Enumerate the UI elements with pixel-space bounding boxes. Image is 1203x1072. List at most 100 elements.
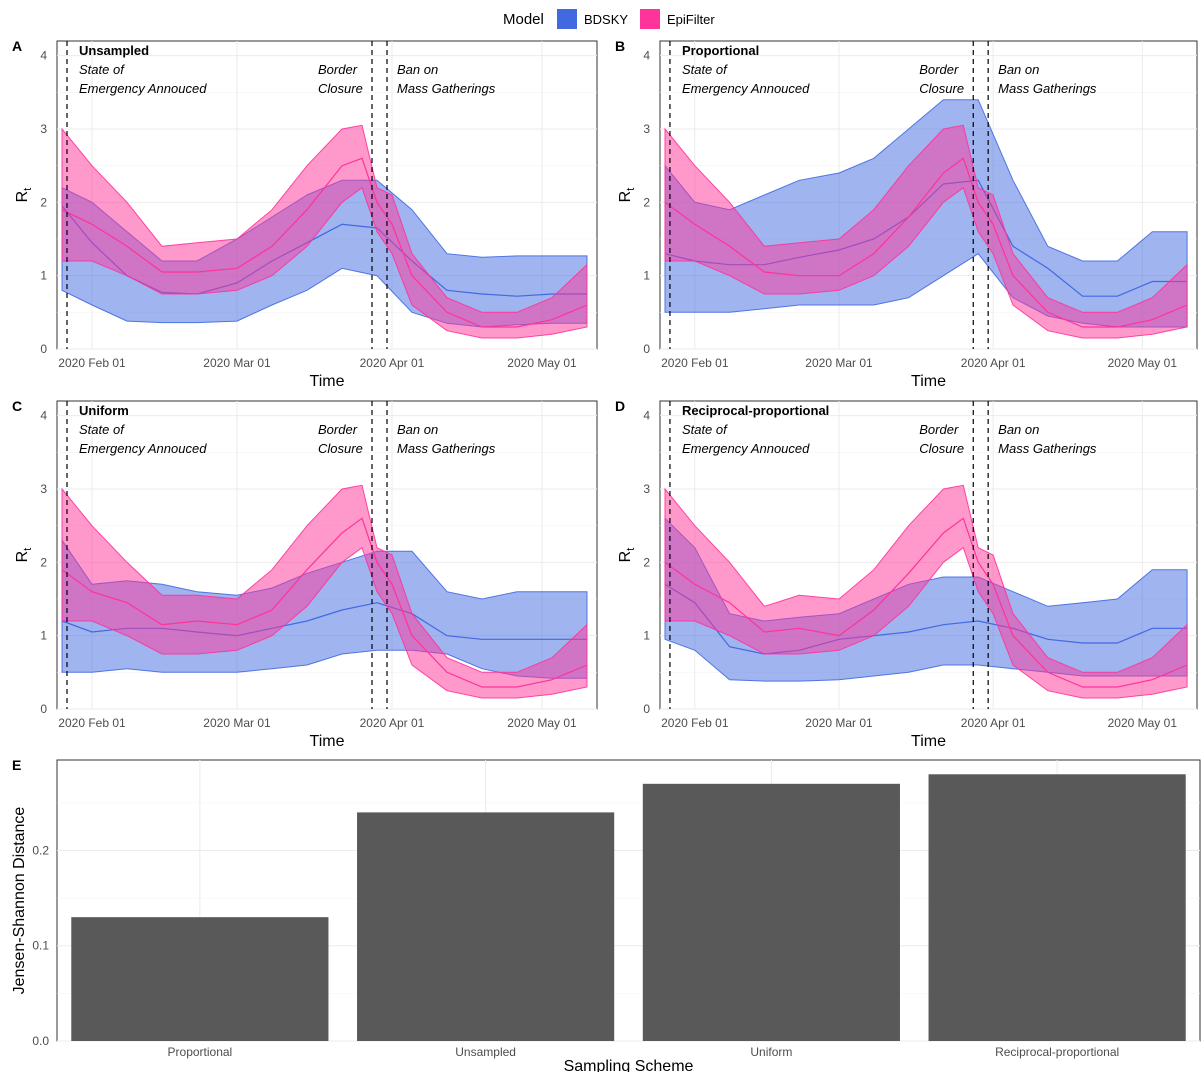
x-tick-label: 2020 Mar 01 <box>203 356 271 370</box>
y-tick-label: 0 <box>40 702 47 716</box>
y-axis-title: Rt <box>14 188 34 203</box>
scheme-label: Proportional <box>682 43 759 58</box>
annotation-ban-2: Mass Gatherings <box>998 441 1097 456</box>
y-tick-label: 1 <box>643 269 650 283</box>
y-tick-label: 3 <box>40 482 47 496</box>
annotation-border-1: Border <box>919 62 959 77</box>
panel-letter: A <box>12 38 22 54</box>
bar-unsampled <box>357 812 615 1041</box>
y-tick-label: 4 <box>643 49 650 63</box>
x-axis-title: Time <box>911 733 946 750</box>
median-line-epifilter <box>664 157 1188 328</box>
scheme-label: Reciprocal-proportional <box>682 403 829 418</box>
ribbon-epifilter <box>664 484 1188 699</box>
y-tick-label: 1 <box>40 629 47 643</box>
panel-A: 0 1 2 3 4 2020 Feb 01 2020 Mar 01 2020 Apr 01 20… <box>12 38 598 390</box>
annotation-ban-2: Mass Gatherings <box>998 81 1097 96</box>
x-tick-label: Proportional <box>168 1045 233 1059</box>
annotation-border-1: Border <box>318 422 358 437</box>
y-tick-label: 0.2 <box>32 843 49 857</box>
x-tick-label: 2020 Feb 01 <box>661 716 729 730</box>
annotation-border-1: Border <box>318 62 358 77</box>
bar-uniform <box>642 783 900 1041</box>
y-tick-label: 0.1 <box>32 939 49 953</box>
x-tick-label: Uniform <box>750 1045 792 1059</box>
annotation-ban-1: Ban on <box>998 422 1039 437</box>
legend-swatch-bdsky <box>557 9 577 29</box>
x-tick-label: 2020 Mar 01 <box>203 716 271 730</box>
y-axis-title: Jensen-Shannon Distance <box>11 807 28 995</box>
annotation-soe-1: State of <box>682 422 728 437</box>
y-tick-label: 3 <box>40 122 47 136</box>
x-axis-title: Sampling Scheme <box>564 1058 694 1072</box>
annotation-ban-1: Ban on <box>397 422 438 437</box>
ribbon-epifilter <box>61 484 588 699</box>
legend-label-bdsky: BDSKY <box>584 12 628 27</box>
y-tick-label: 2 <box>643 555 650 569</box>
bar-reciprocal-proportional <box>928 774 1186 1041</box>
panel-letter: B <box>615 38 625 54</box>
y-axis-title: Rt <box>14 548 34 563</box>
x-tick-label: 2020 May 01 <box>1108 716 1178 730</box>
y-tick-label: 4 <box>40 409 47 423</box>
y-tick-label: 3 <box>643 122 650 136</box>
bar-proportional <box>71 917 329 1041</box>
panel-E: 0.0 0.1 0.2 Proportional Unsampled Uniform Rec… <box>11 757 1201 1072</box>
x-tick-label: Unsampled <box>455 1045 516 1059</box>
legend-label-epifilter: EpiFilter <box>667 12 715 27</box>
x-tick-label: Reciprocal-proportional <box>995 1045 1119 1059</box>
panel-C: 0 1 2 3 4 2020 Feb 01 2020 Mar 01 2020 Apr 01 20… <box>12 398 598 750</box>
y-tick-label: 1 <box>643 629 650 643</box>
annotation-ban-2: Mass Gatherings <box>397 441 496 456</box>
y-tick-label: 0 <box>643 702 650 716</box>
panel-D: 0 1 2 3 4 2020 Feb 01 2020 Mar 01 2020 Apr 01 20… <box>615 398 1198 750</box>
median-line-bdsky <box>664 583 1188 655</box>
annotation-border-2: Closure <box>318 441 363 456</box>
legend-title: Model <box>503 11 544 28</box>
y-tick-label: 4 <box>40 49 47 63</box>
ribbon-epifilter <box>61 124 588 339</box>
annotation-ban-2: Mass Gatherings <box>397 81 496 96</box>
annotation-border-1: Border <box>919 422 959 437</box>
x-tick-label: 2020 May 01 <box>507 356 577 370</box>
y-tick-label: 0 <box>643 342 650 356</box>
x-tick-label: 2020 Apr 01 <box>360 356 425 370</box>
y-tick-label: 4 <box>643 409 650 423</box>
annotation-border-2: Closure <box>919 441 964 456</box>
annotation-ban-1: Ban on <box>998 62 1039 77</box>
x-tick-label: 2020 May 01 <box>1108 356 1178 370</box>
y-tick-label: 2 <box>40 195 47 209</box>
x-tick-label: 2020 Feb 01 <box>58 716 126 730</box>
x-axis-title: Time <box>310 373 345 390</box>
x-tick-label: 2020 May 01 <box>507 716 577 730</box>
x-tick-label: 2020 Apr 01 <box>961 356 1026 370</box>
median-line-epifilter <box>61 517 588 688</box>
y-tick-label: 0 <box>40 342 47 356</box>
y-axis-title: Rt <box>617 548 637 563</box>
annotation-border-2: Closure <box>318 81 363 96</box>
y-tick-label: 2 <box>643 195 650 209</box>
y-tick-label: 1 <box>40 269 47 283</box>
annotation-soe-2: Emergency Annouced <box>79 81 207 96</box>
panel-letter: C <box>12 398 22 414</box>
annotation-border-2: Closure <box>919 81 964 96</box>
x-tick-label: 2020 Apr 01 <box>961 716 1026 730</box>
annotation-soe-1: State of <box>79 422 125 437</box>
panel-B: 0 1 2 3 4 2020 Feb 01 2020 Mar 01 2020 Apr 01 20… <box>615 38 1198 390</box>
annotation-soe-1: State of <box>79 62 125 77</box>
legend-swatch-epifilter <box>640 9 660 29</box>
x-tick-label: 2020 Feb 01 <box>661 356 729 370</box>
y-axis-title: Rt <box>617 188 637 203</box>
x-tick-label: 2020 Mar 01 <box>805 716 873 730</box>
annotation-soe-2: Emergency Annouced <box>79 441 207 456</box>
x-tick-label: 2020 Mar 01 <box>805 356 873 370</box>
ribbon-epifilter <box>664 124 1188 339</box>
annotation-soe-2: Emergency Annouced <box>682 81 810 96</box>
annotation-soe-1: State of <box>682 62 728 77</box>
panel-letter: E <box>12 757 21 773</box>
panel-letter: D <box>615 398 625 414</box>
legend: Model BDSKY EpiFilter <box>503 9 715 29</box>
x-tick-label: 2020 Apr 01 <box>360 716 425 730</box>
